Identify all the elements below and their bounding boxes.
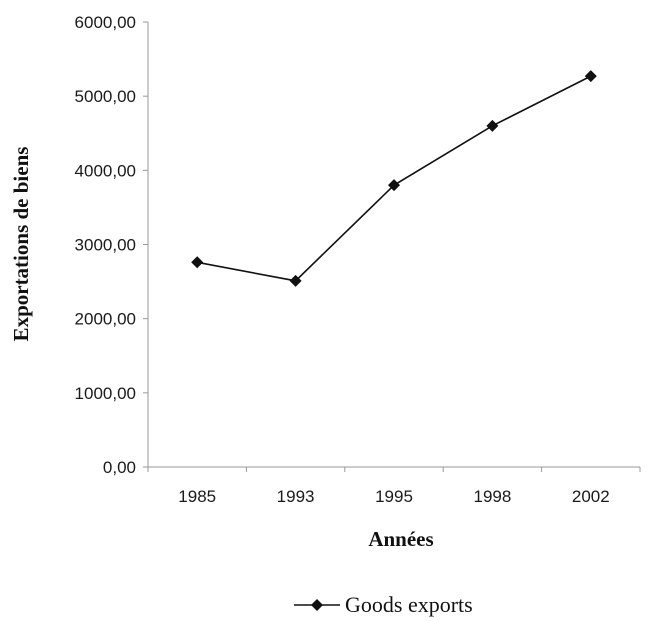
y-tick-label: 1000,00 (75, 384, 136, 403)
data-point (289, 274, 302, 287)
x-tick-label: 1995 (375, 487, 413, 506)
x-axis: 1985 1993 1995 1998 2002 (147, 466, 641, 506)
x-tick-label: 2002 (572, 487, 610, 506)
y-tick-label: 0,00 (103, 458, 136, 477)
data-point (486, 119, 499, 132)
data-point (388, 179, 400, 192)
y-axis: 0,00 1000,00 2000,00 3000,00 4000,00 5000,00 6… (75, 13, 149, 477)
x-tick-label: 1985 (178, 487, 216, 506)
y-tick-label: 3000,00 (75, 236, 136, 255)
y-axis-title: Exportations de biens (9, 147, 33, 342)
x-axis-title: Années (368, 527, 433, 551)
legend: Goods exports (294, 592, 473, 617)
y-tick-label: 6000,00 (75, 13, 136, 32)
data-point (584, 70, 597, 83)
x-tick-label: 1998 (473, 487, 511, 506)
legend-diamond-marker (311, 599, 323, 611)
legend-label-goods-exports: Goods exports (345, 592, 473, 617)
x-tick-label: 1993 (277, 487, 315, 506)
y-tick-label: 5000,00 (75, 87, 136, 106)
data-point (191, 256, 204, 269)
y-tick-label: 4000,00 (75, 161, 136, 180)
series-line-goods-exports (197, 75, 592, 282)
y-tick-label: 2000,00 (75, 310, 136, 329)
series-layer (191, 70, 597, 287)
